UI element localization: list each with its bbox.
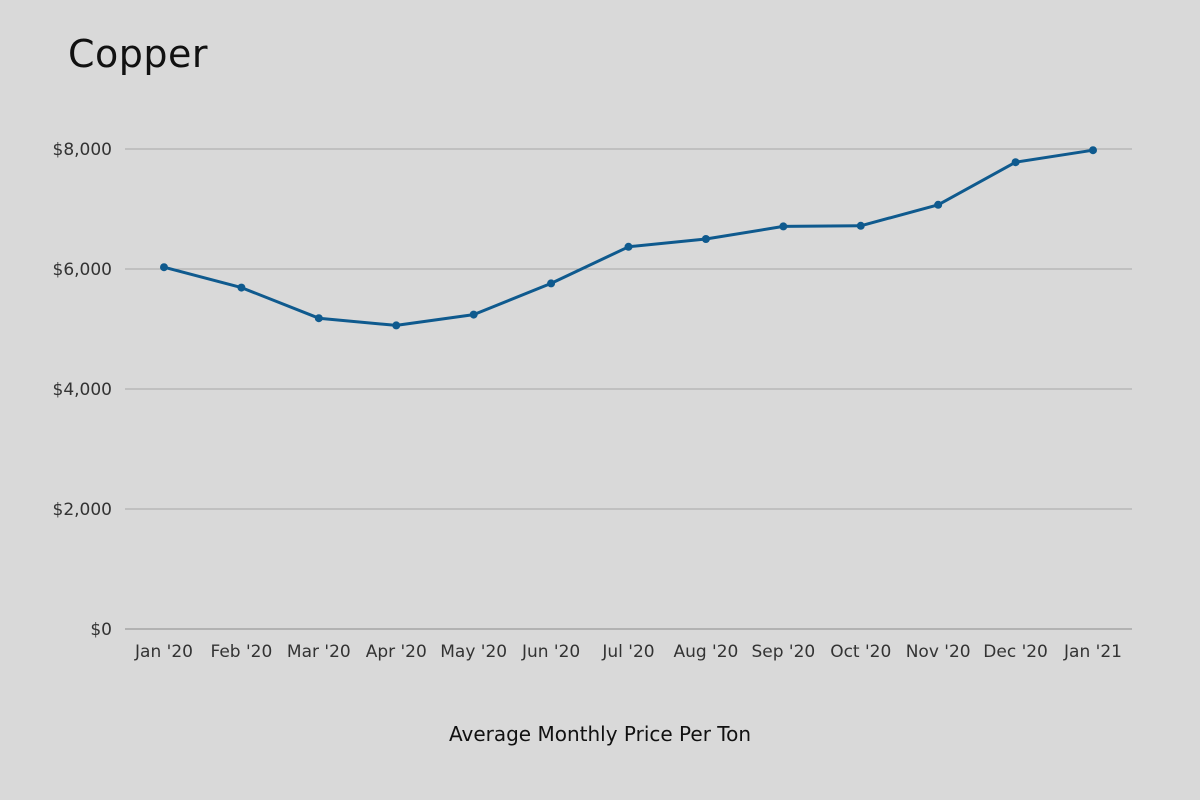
data-point: [160, 263, 168, 272]
data-point: [314, 314, 323, 323]
x-tick-label: Sep '20: [751, 642, 815, 662]
x-tick-label: Dec '20: [983, 642, 1048, 662]
x-tick-label: Oct '20: [830, 642, 891, 662]
data-point: [1011, 158, 1020, 167]
y-tick-label: $8,000: [53, 140, 112, 160]
data-point: [1089, 146, 1097, 155]
x-tick-label: Mar '20: [287, 642, 351, 662]
x-tick-label: Jun '20: [521, 642, 580, 662]
y-tick-label: $4,000: [53, 380, 112, 400]
x-axis-ticks: Jan '20 Feb '20 Mar '20 Apr '20 May '20 Jun '…: [134, 642, 1122, 662]
data-point: [392, 321, 401, 330]
data-point: [469, 310, 478, 319]
series-line: [162, 148, 1095, 327]
data-point: [624, 242, 633, 251]
data-point: [934, 200, 943, 209]
gridlines: [125, 148, 1132, 630]
x-axis-title: Average Monthly Price Per Ton: [448, 722, 752, 746]
x-tick-label: Aug '20: [673, 642, 738, 662]
series-copper-price: [160, 146, 1097, 330]
x-tick-label: May '20: [440, 642, 507, 662]
x-tick-label: Jul '20: [601, 642, 654, 662]
data-point: [701, 235, 710, 243]
x-tick-label: Feb '20: [211, 642, 273, 662]
y-tick-label: $6,000: [53, 260, 112, 280]
x-tick-label: Jan '20: [134, 642, 193, 662]
y-tick-label: $2,000: [53, 500, 112, 520]
chart-title: Copper: [68, 32, 209, 76]
data-point: [856, 221, 865, 230]
y-axis-ticks: $0 $2,000 $4,000 $6,000 $8,000: [53, 140, 112, 640]
data-point: [779, 222, 788, 231]
data-point: [547, 279, 556, 288]
x-tick-label: Apr '20: [366, 642, 427, 662]
y-tick-label: $0: [90, 620, 112, 640]
x-tick-label: Jan '21: [1063, 642, 1122, 662]
x-tick-label: Nov '20: [906, 642, 971, 662]
data-point: [237, 283, 246, 292]
